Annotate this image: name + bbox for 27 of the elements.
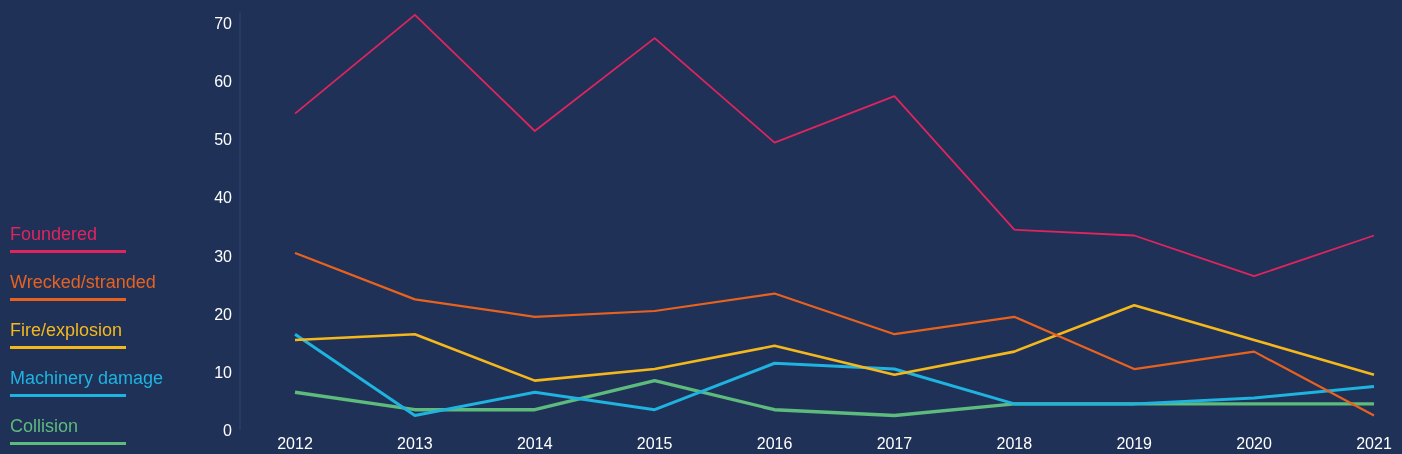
text: Fire/explosion [10, 319, 124, 342]
y-tick-label: 10 [214, 363, 233, 381]
x-tick-label: 2015 [636, 435, 673, 453]
text: Foundered [10, 223, 99, 246]
y-tick-label: 40 [214, 189, 233, 207]
text: Machinery damage [10, 367, 164, 390]
text: Wrecked/stranded [10, 271, 157, 294]
line-series [293, 332, 1376, 417]
line-series [293, 251, 1376, 417]
x-tick-label: 2012 [277, 435, 313, 453]
x-tick-label: 2019 [1116, 435, 1153, 453]
x-tick-label: 2020 [1236, 435, 1273, 453]
x-tick-label: 2014 [516, 435, 553, 453]
y-tick-label: 20 [214, 305, 233, 323]
x-tick-label: 2017 [876, 435, 913, 453]
y-tick-label: 0 [223, 421, 233, 439]
line-series [294, 14, 1375, 278]
x-tick-label: 2016 [756, 435, 793, 453]
y-tick-label: 30 [214, 247, 233, 265]
y-tick-label: 60 [214, 73, 233, 91]
text: Collision [10, 415, 80, 438]
y-tick-label: 70 [214, 15, 233, 33]
line-series [293, 303, 1376, 382]
x-tick-label: 2013 [397, 435, 433, 453]
y-tick-label: 50 [214, 131, 233, 149]
x-tick-label: 2021 [1356, 435, 1392, 453]
x-tick-label: 2018 [996, 435, 1033, 453]
